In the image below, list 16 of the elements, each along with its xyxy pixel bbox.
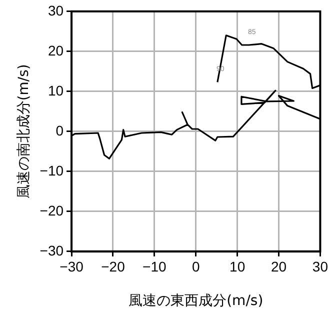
y-tick-label: −20 xyxy=(40,202,64,218)
x-tick-label: −20 xyxy=(101,258,126,275)
x-tick-label: −10 xyxy=(142,258,167,275)
x-tick-label: 0 xyxy=(192,258,200,275)
y-tick-label: 20 xyxy=(48,42,64,58)
y-axis-title: 風速の南北成分(m/s) xyxy=(16,64,32,199)
y-tick-label: 0 xyxy=(56,122,64,138)
y-tick-label: −10 xyxy=(40,162,64,178)
x-tick-label: 10 xyxy=(230,258,246,275)
x-tick-label: −30 xyxy=(60,258,84,275)
x-tick-label: 20 xyxy=(270,258,287,275)
x-axis-title: 風速の東西成分(m/s) xyxy=(128,293,264,310)
y-tick-label: −30 xyxy=(40,242,64,258)
x-tick-label: 30 xyxy=(312,258,328,275)
y-tick-label: 30 xyxy=(48,2,64,18)
y-tick-label: 10 xyxy=(48,82,64,98)
